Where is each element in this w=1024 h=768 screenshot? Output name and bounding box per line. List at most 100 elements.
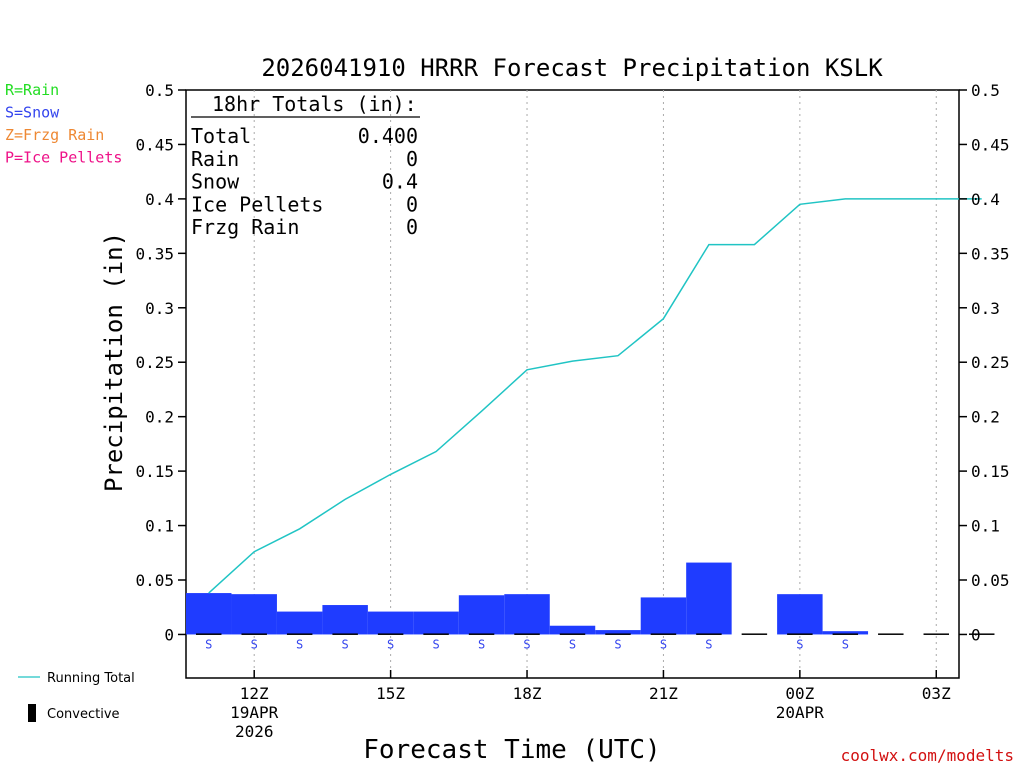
convective-bar [878, 633, 904, 635]
convective-bar [787, 633, 813, 635]
precip-bar [367, 611, 414, 635]
totals-row-value: 0.400 [358, 124, 418, 148]
precip-bar [413, 611, 459, 635]
precip-type-letter: S [523, 637, 530, 651]
totals-row-value: 0.4 [382, 170, 418, 194]
y-tick-label-left: 0.4 [145, 190, 174, 209]
convective-bar [605, 633, 631, 635]
y-axis-label: Precipitation (in) [100, 232, 128, 492]
convective-bar [514, 633, 540, 635]
x-tick-label: 03Z [922, 684, 951, 703]
totals-row-label: Frzg Rain [191, 215, 299, 239]
convective-bar [241, 633, 267, 635]
totals-rows: Total 0.400 Rain 0 Snow 0.4 Ice Pellets 0 Frzg R… [191, 124, 418, 239]
precip-type-letter: S [842, 637, 849, 651]
convective-bar [832, 633, 859, 635]
x-tick-label: 2026 [235, 722, 274, 741]
precip-type-letter: S [342, 637, 349, 651]
precip-bar [276, 611, 323, 635]
y-tick-label-left: 0.05 [135, 571, 174, 590]
y-axis-left: 0 0.05 0.1 0.15 0.2 0.25 0.3 0.35 0.4 0.45 0.5 [135, 81, 186, 644]
plot-frame [185, 89, 960, 679]
precip-bar [186, 593, 232, 635]
precip-bar [822, 631, 869, 635]
convective-bar [332, 633, 358, 635]
credit-text: coolwx.com/modelts [841, 746, 1014, 765]
x-tick-label: 20APR [776, 703, 825, 722]
y-axis-right: 0 0.05 0.1 0.15 0.2 0.25 0.3 0.35 0.4 0.45 0.5 [959, 81, 1010, 644]
x-tick-label: 18Z [513, 684, 542, 703]
x-tick-label: 12Z [240, 684, 269, 703]
running-total-legend-label: Running Total [47, 671, 135, 686]
precip-bar [777, 594, 823, 635]
totals-heading: 18hr Totals (in): [212, 92, 417, 116]
convective-bar [741, 633, 768, 635]
totals-row-label: Total [191, 124, 251, 148]
precip-bar [686, 562, 732, 635]
y-tick-label-right: 0.35 [971, 244, 1010, 263]
y-tick-label-left: 0.2 [145, 408, 174, 427]
convective-bar [286, 633, 313, 635]
type-key-item: P=Ice Pellets [5, 149, 122, 167]
y-tick-label-left: 0.35 [135, 244, 174, 263]
convective-bar [559, 633, 586, 635]
totals-row-value: 0 [406, 215, 418, 239]
y-tick-label-right: 0.05 [971, 571, 1010, 590]
y-tick-label-left: 0.3 [145, 299, 174, 318]
running-total-line [208, 198, 982, 594]
precip-type-key: R=Rain S=Snow Z=Frzg Rain P=Ice Pellets [5, 81, 122, 167]
convective-bar [468, 633, 495, 635]
precip-type-letter: S [478, 637, 485, 651]
totals-row-label: Rain [191, 147, 239, 171]
y-tick-label-right: 0.25 [971, 353, 1010, 372]
x-tick-label: 00Z [785, 684, 814, 703]
convective-legend-swatch [28, 704, 36, 722]
x-axis-label: Forecast Time (UTC) [363, 735, 660, 765]
type-key-item: S=Snow [5, 104, 60, 122]
precip-type-letter: S [569, 637, 576, 651]
convective-bar [196, 633, 222, 635]
precip-type-letter: S [387, 637, 394, 651]
precip-type-letter: S [296, 637, 303, 651]
precip-type-letter: S [432, 637, 439, 651]
precip-bar [595, 630, 641, 635]
x-tick-label: 19APR [230, 703, 279, 722]
y-tick-label-right: 0.4 [971, 190, 1000, 209]
y-tick-label-left: 0.25 [135, 353, 174, 372]
y-tick-label-left: 0.5 [145, 81, 174, 100]
precip-bar [322, 605, 368, 635]
x-tick-label: 21Z [649, 684, 678, 703]
totals-row-label: Snow [191, 170, 240, 194]
type-key-item: R=Rain [5, 81, 59, 99]
precip-bar [549, 625, 596, 635]
y-tick-label-right: 0 [971, 625, 981, 644]
precip-bar [504, 594, 550, 635]
convective-bar [923, 633, 949, 635]
convective-bars [196, 633, 995, 635]
totals-row-label: Ice Pellets [191, 192, 323, 216]
y-tick-label-right: 0.2 [971, 408, 1000, 427]
y-tick-label-left: 0.15 [135, 462, 174, 481]
convective-bar [650, 633, 677, 635]
y-tick-label-left: 0.45 [135, 135, 174, 154]
precip-bar [458, 595, 505, 635]
precip-type-letter: S [251, 637, 258, 651]
precip-bar [231, 594, 277, 635]
convective-bar [423, 633, 449, 635]
totals-row-value: 0 [406, 147, 418, 171]
chart-title: 2026041910 HRRR Forecast Precipitation K… [261, 54, 883, 82]
totals-row-value: 0 [406, 192, 418, 216]
convective-bar [696, 633, 722, 635]
x-gridlines [253, 90, 937, 678]
y-tick-label-right: 0.1 [971, 517, 1000, 536]
precip-bar [640, 597, 687, 635]
type-key-item: Z=Frzg Rain [5, 126, 104, 144]
convective-bar [969, 633, 995, 635]
convective-legend-label: Convective [47, 707, 120, 722]
precip-type-letter: S [796, 637, 803, 651]
x-tick-label: 15Z [376, 684, 405, 703]
